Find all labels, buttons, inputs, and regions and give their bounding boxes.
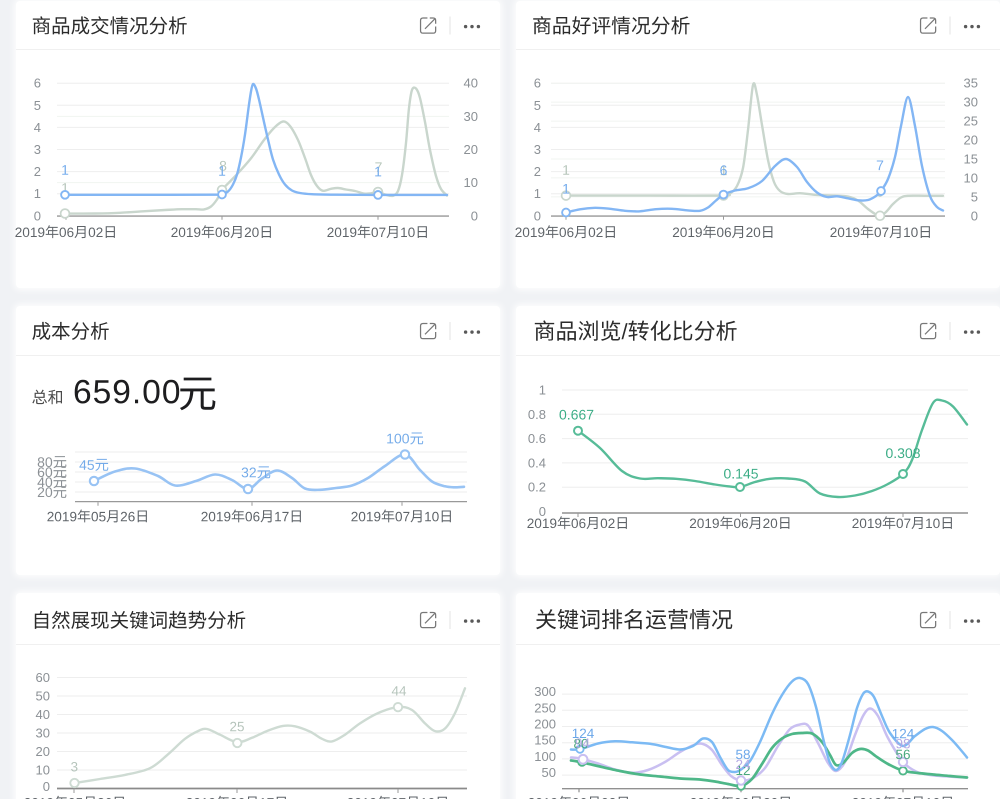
svg-text:30: 30: [964, 95, 978, 110]
svg-text:3: 3: [534, 142, 541, 157]
svg-text:2: 2: [34, 164, 41, 179]
svg-text:1: 1: [34, 186, 41, 201]
svg-text:100: 100: [534, 749, 556, 764]
svg-text:20: 20: [464, 142, 478, 157]
svg-text:5: 5: [34, 98, 41, 113]
svg-text:10: 10: [964, 170, 978, 185]
svg-text:6: 6: [34, 76, 41, 91]
svg-text:0.4: 0.4: [528, 455, 546, 470]
svg-text:20: 20: [36, 744, 50, 759]
svg-text:40: 40: [464, 76, 478, 91]
svg-text:5: 5: [971, 189, 978, 204]
svg-text:30: 30: [464, 109, 478, 124]
svg-text:50: 50: [542, 765, 556, 780]
svg-text:0: 0: [471, 208, 478, 223]
svg-text:0: 0: [539, 504, 546, 519]
svg-text:200: 200: [534, 717, 556, 732]
svg-text:0.2: 0.2: [528, 480, 546, 495]
svg-text:0: 0: [34, 208, 41, 223]
svg-text:300: 300: [534, 684, 556, 699]
svg-text:0: 0: [534, 208, 541, 223]
svg-text:0.6: 0.6: [528, 431, 546, 446]
svg-text:0: 0: [43, 779, 50, 794]
svg-text:4: 4: [34, 120, 41, 135]
svg-text:1: 1: [539, 383, 546, 398]
svg-text:0: 0: [971, 208, 978, 223]
svg-text:50: 50: [36, 689, 50, 704]
svg-text:2: 2: [534, 164, 541, 179]
svg-text:25: 25: [964, 114, 978, 129]
svg-text:150: 150: [534, 733, 556, 748]
svg-text:10: 10: [464, 175, 478, 190]
svg-text:30: 30: [36, 726, 50, 741]
svg-text:250: 250: [534, 700, 556, 715]
svg-text:10: 10: [36, 763, 50, 778]
svg-text:35: 35: [964, 76, 978, 91]
svg-text:15: 15: [964, 151, 978, 166]
svg-text:5: 5: [534, 98, 541, 113]
svg-text:40: 40: [36, 707, 50, 722]
svg-text:20: 20: [964, 133, 978, 148]
svg-text:6: 6: [534, 76, 541, 91]
svg-text:0.8: 0.8: [528, 407, 546, 422]
svg-text:60: 60: [36, 670, 50, 685]
svg-text:4: 4: [534, 120, 541, 135]
svg-text:1: 1: [534, 186, 541, 201]
svg-text:3: 3: [34, 142, 41, 157]
